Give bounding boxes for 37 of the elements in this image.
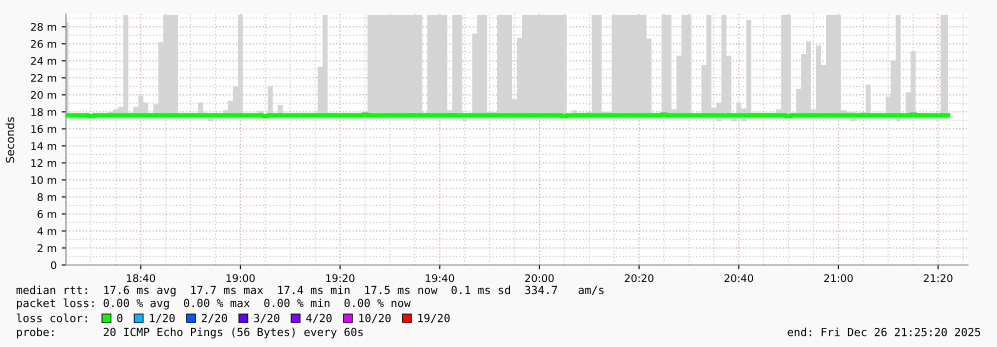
y-tick-label: 28 m — [31, 22, 56, 31]
y-axis-title: Seconds — [6, 117, 14, 163]
legend-label: 4/20 — [306, 314, 332, 324]
y-tick-label: 2 m — [38, 244, 56, 252]
y-tick-label: 12 m — [31, 159, 56, 167]
y-tick-label: 18 m — [31, 108, 56, 116]
text: median rtt: 17.6 ms avg 17.7 ms max 17.4 ms min 17.5 ms now 0.1 ms sd 334.7 am/s — [16, 286, 604, 296]
x-tick-label: 19:20 — [326, 274, 354, 282]
y-tick-label: 26 m — [31, 40, 56, 48]
legend-label: 1/20 — [150, 314, 175, 324]
legend-title: loss color: — [16, 314, 87, 322]
x-tick-label: 20:00 — [525, 274, 554, 282]
x-tick-label: 21:00 — [824, 274, 853, 282]
x-tick-label: 19:00 — [226, 274, 255, 282]
legend-label: 3/20 — [254, 314, 280, 324]
legend-label: 19/20 — [418, 314, 450, 324]
text: probe: 20 ICMP Echo Pings (56 Bytes) every 60s — [17, 328, 363, 338]
legend-label: 0 — [117, 314, 122, 322]
y-tick-label: 0 — [51, 261, 56, 270]
y-tick-label: 14 m — [31, 142, 56, 150]
y-tick-label: 20 m — [31, 91, 56, 99]
y-tick-label: 8 m — [38, 193, 56, 202]
x-tick-label: 18:40 — [126, 274, 156, 282]
y-tick-label: 10 m — [31, 176, 56, 184]
y-tick-label: 16 m — [31, 125, 56, 133]
legend-label: 2/20 — [202, 314, 228, 324]
y-tick-label: 24 m — [31, 57, 56, 65]
text: packet loss: 0.00 % avg 0.00 % max 0.00 % min 0.00 % now — [17, 298, 411, 310]
x-tick-label: 20:40 — [724, 274, 754, 282]
x-tick-label: 20:20 — [624, 274, 654, 282]
y-tick-label: 22 m — [31, 74, 56, 82]
text: end: Fri Dec 26 21:25:20 2025 — [788, 328, 980, 336]
y-tick-label: 6 m — [38, 210, 56, 218]
x-tick-label: 19:40 — [426, 274, 454, 282]
y-tick-label: 4 m — [37, 227, 56, 235]
legend-label: 10/20 — [359, 314, 391, 324]
x-tick-label: 21:20 — [924, 274, 952, 282]
